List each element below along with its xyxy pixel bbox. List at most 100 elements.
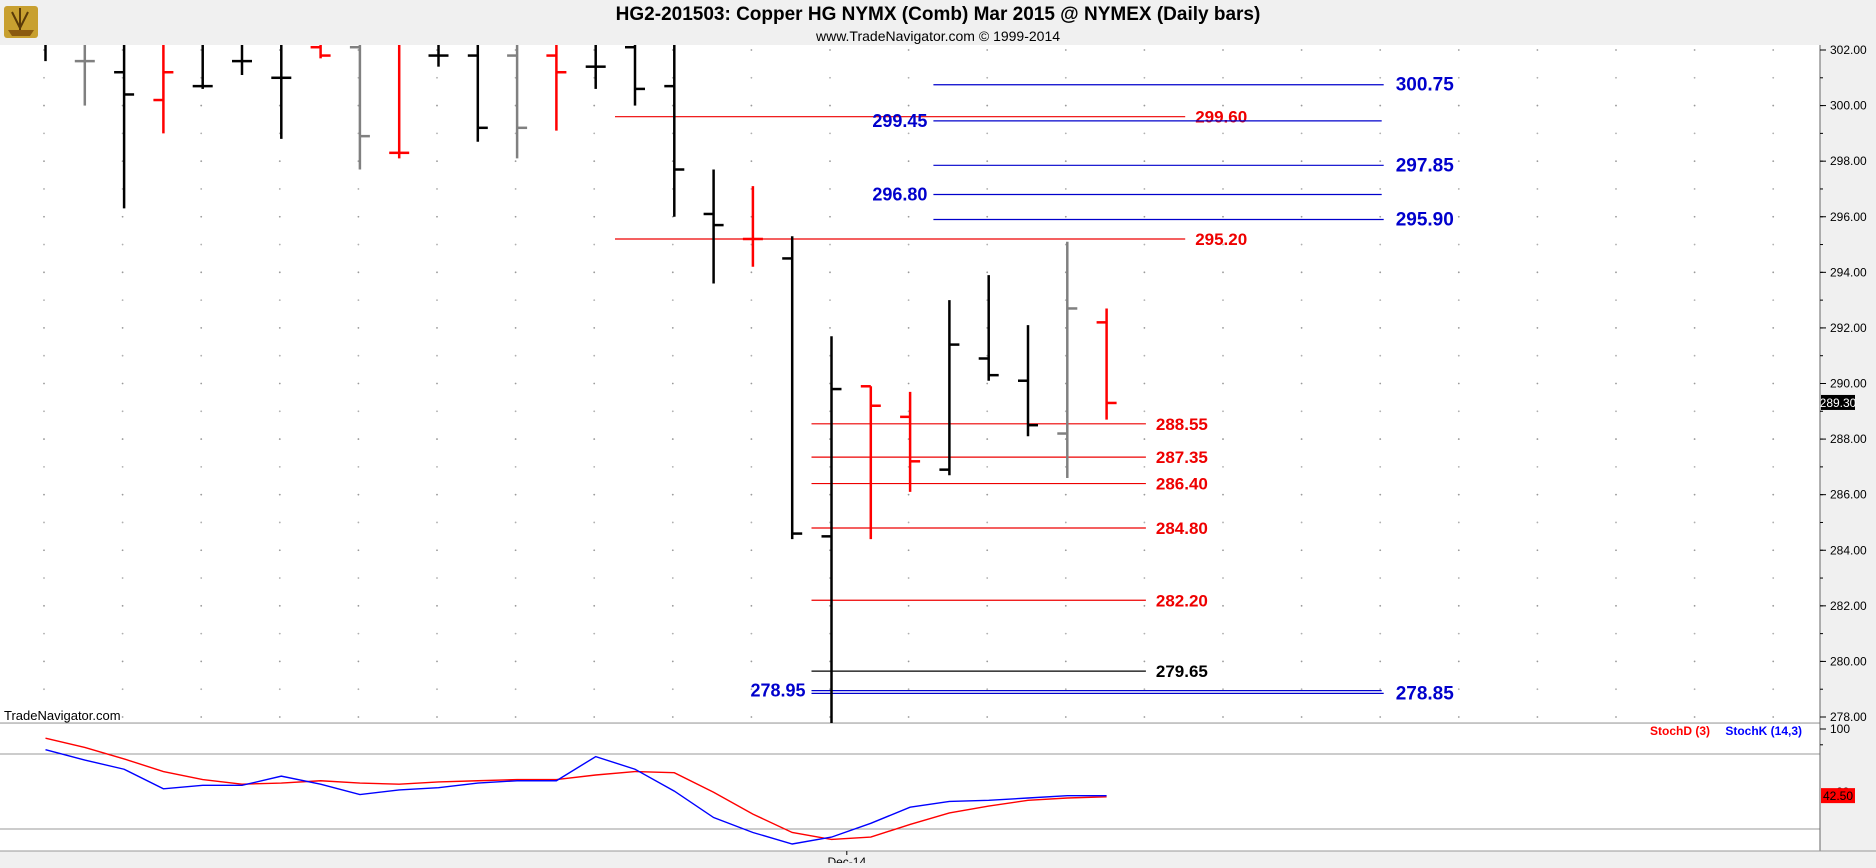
- level-label: 300.75: [1396, 75, 1455, 96]
- grid-dot: [1536, 299, 1539, 302]
- stochK-legend: StochK (14,3): [1725, 724, 1802, 738]
- grid-dot: [1772, 549, 1775, 552]
- grid-dot: [671, 382, 674, 385]
- header-band: [0, 0, 1876, 45]
- grid-dot: [1615, 549, 1617, 552]
- grid-dot: [514, 465, 517, 468]
- stochD-value-label: 42.50: [1823, 789, 1853, 803]
- grid-dot: [986, 271, 989, 274]
- grid-dot: [829, 243, 831, 246]
- grid-dot: [750, 382, 753, 385]
- grid-dot: [436, 188, 438, 190]
- grid-dot: [750, 660, 753, 663]
- grid-dot: [1143, 465, 1146, 468]
- grid-dot: [200, 188, 203, 190]
- grid-dot: [1222, 660, 1224, 663]
- grid-dot: [278, 688, 281, 691]
- grid-dot: [986, 76, 989, 79]
- grid-dot: [1615, 132, 1617, 135]
- grid-dot: [43, 354, 45, 357]
- grid-dot: [1222, 354, 1224, 357]
- grid-dot: [1536, 577, 1539, 579]
- grid-dot: [278, 521, 281, 524]
- grid-dot: [514, 382, 517, 385]
- grid-dot: [986, 410, 989, 413]
- grid-dot: [436, 410, 438, 413]
- grid-dot: [593, 132, 596, 135]
- grid-dot: [1615, 465, 1617, 468]
- grid-dot: [750, 49, 753, 51]
- grid-dot: [278, 299, 281, 302]
- grid-dot: [671, 271, 674, 274]
- grid-dot: [671, 493, 674, 496]
- grid-dot: [750, 688, 753, 691]
- grid-dot: [1300, 604, 1303, 607]
- grid-dot: [1222, 215, 1224, 218]
- ohlc-bar: [507, 45, 528, 159]
- grid-dot: [1536, 660, 1539, 663]
- grid-dot: [278, 493, 281, 496]
- grid-dot: [1457, 493, 1460, 496]
- grid-dot: [1693, 76, 1696, 79]
- grid-dot: [357, 382, 360, 385]
- grid-dot: [200, 493, 203, 496]
- grid-dot: [986, 688, 989, 691]
- grid-dot: [200, 660, 203, 663]
- grid-dot: [1772, 299, 1775, 302]
- grid-dot: [1536, 382, 1539, 385]
- grid-dot: [1222, 493, 1224, 496]
- grid-dot: [1772, 382, 1775, 385]
- level-label: 296.80: [872, 185, 927, 205]
- grid-dot: [1064, 632, 1067, 635]
- grid-dot: [1772, 104, 1775, 107]
- grid-dot: [1379, 327, 1382, 329]
- grid-dot: [750, 716, 753, 718]
- grid-dot: [1536, 132, 1539, 135]
- price-tick-label: 278.00: [1830, 710, 1867, 724]
- grid-dot: [671, 604, 674, 607]
- grid-dot: [1772, 243, 1775, 246]
- stochastic-series-line: [45, 737, 1107, 841]
- grid-dot: [1143, 188, 1146, 190]
- price-tick-label: 282.00: [1830, 599, 1867, 613]
- grid-dot: [121, 577, 124, 579]
- grid-dot: [436, 132, 438, 135]
- grid-dot: [200, 132, 203, 135]
- grid-dot: [43, 549, 45, 552]
- price-tick-label: 290.00: [1830, 377, 1867, 391]
- grid-dot: [1457, 76, 1460, 79]
- grid-dot: [907, 577, 910, 579]
- grid-dot: [1064, 104, 1067, 107]
- grid-dot: [357, 438, 360, 440]
- grid-dot: [907, 243, 910, 246]
- price-tick-label: 286.00: [1830, 488, 1867, 502]
- grid-dot: [907, 49, 910, 51]
- grid-dot: [1143, 688, 1146, 691]
- grid-dot: [1300, 382, 1303, 385]
- grid-dot: [1300, 521, 1303, 524]
- grid-dot: [200, 215, 203, 218]
- grid-dot: [593, 549, 596, 552]
- grid-dot: [1379, 493, 1382, 496]
- grid-dot: [1222, 604, 1224, 607]
- grid-dot: [1143, 716, 1146, 718]
- grid-dot: [1222, 49, 1224, 51]
- grid-dot: [671, 688, 674, 691]
- grid-dot: [278, 188, 281, 190]
- chart-subtitle: www.TradeNavigator.com © 1999-2014: [815, 28, 1060, 44]
- grid-dot: [1222, 549, 1224, 552]
- grid-dot: [357, 188, 360, 190]
- grid-dot: [200, 688, 203, 691]
- grid-dot: [436, 382, 438, 385]
- ohlc-bar: [192, 45, 213, 89]
- grid-dot: [750, 160, 753, 163]
- grid-dot: [1615, 243, 1617, 246]
- grid-dot: [1222, 271, 1224, 274]
- grid-dot: [1143, 215, 1146, 218]
- grid-dot: [43, 688, 45, 691]
- grid-dot: [1379, 76, 1382, 79]
- grid-dot: [121, 382, 124, 385]
- grid-dot: [1143, 49, 1146, 51]
- grid-dot: [1143, 160, 1146, 163]
- grid-dot: [1693, 688, 1696, 691]
